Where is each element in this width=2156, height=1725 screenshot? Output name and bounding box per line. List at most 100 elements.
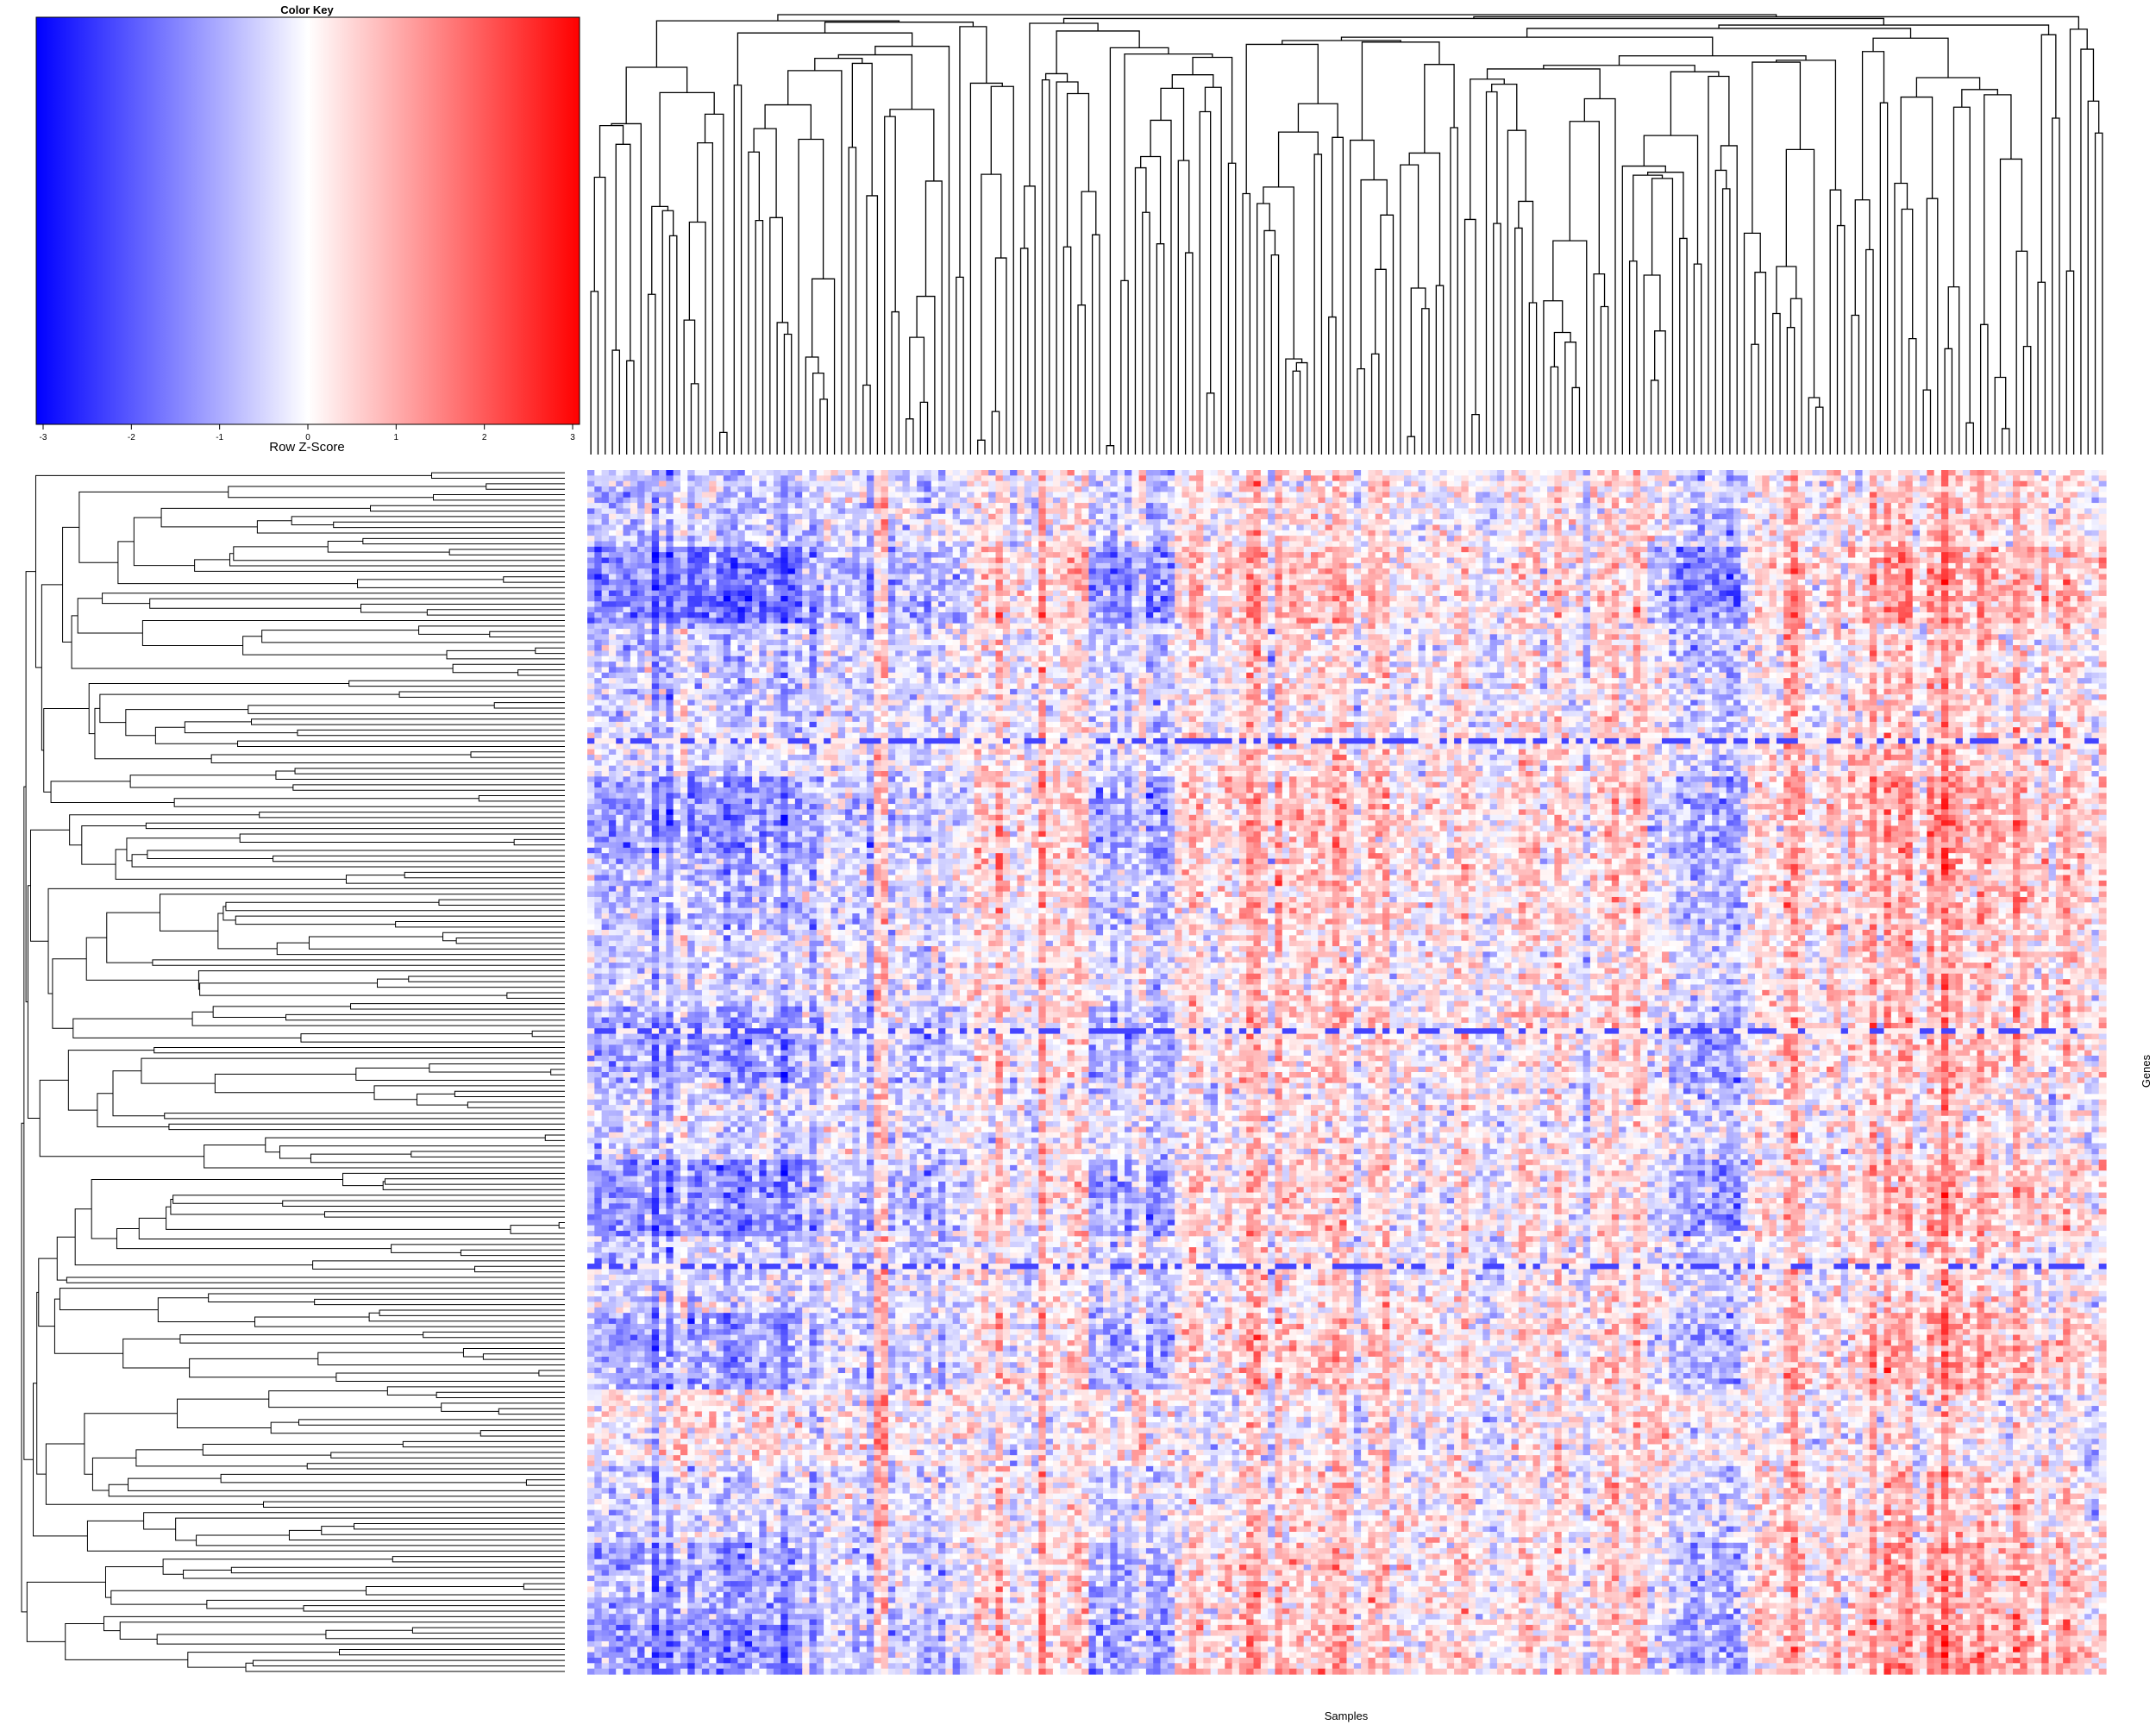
heatmap-cell [1962, 530, 1971, 536]
heatmap-cell [837, 497, 846, 504]
heatmap-cell [1855, 557, 1864, 564]
heatmap-cell [737, 541, 746, 548]
heatmap-cell [1010, 519, 1018, 526]
heatmap-cell [2013, 557, 2021, 564]
heatmap-cell [1489, 585, 1498, 592]
heatmap-cell [759, 562, 768, 569]
heatmap-cell [1052, 530, 1061, 536]
heatmap-cell [1747, 568, 1756, 575]
heatmap-cell [1762, 552, 1771, 559]
heatmap-cell [2063, 492, 2071, 499]
heatmap-cell [952, 541, 961, 548]
heatmap-cell [637, 574, 646, 580]
heatmap-cell [2098, 503, 2107, 510]
heatmap-cell [1196, 486, 1204, 492]
heatmap-cell [773, 524, 781, 531]
heatmap-cell [1439, 524, 1448, 531]
heatmap-cell [651, 524, 660, 531]
heatmap-cell [1339, 546, 1348, 553]
heatmap-cell [1690, 585, 1699, 592]
heatmap-cell [1439, 574, 1448, 580]
heatmap-cell [701, 585, 710, 592]
heatmap-cell [830, 486, 839, 492]
heatmap-cell [995, 557, 1004, 564]
heatmap-cell [1060, 568, 1069, 575]
heatmap-cell [1145, 585, 1154, 592]
heatmap-cell [1712, 503, 1720, 510]
heatmap-cell [1547, 508, 1555, 515]
heatmap-cell [766, 530, 774, 536]
heatmap-cell [1754, 486, 1763, 492]
heatmap-cell [1282, 492, 1290, 499]
heatmap-cell [1747, 546, 1756, 553]
heatmap-cell [887, 508, 896, 515]
heatmap-cell [809, 590, 818, 597]
heatmap-cell [1425, 557, 1433, 564]
heatmap-cell [830, 513, 839, 520]
heatmap-cell [824, 590, 832, 597]
heatmap-cell [1289, 470, 1297, 476]
heatmap-cell [616, 552, 624, 559]
heatmap-cell [1827, 541, 1834, 548]
heatmap-cell [1633, 541, 1641, 548]
heatmap-cell [1167, 536, 1175, 543]
heatmap-cell [659, 562, 667, 569]
heatmap-cell [594, 574, 603, 580]
heatmap-cell [1153, 513, 1162, 520]
heatmap-cell [673, 552, 681, 559]
heatmap-cell [1576, 568, 1584, 575]
heatmap-cell [1131, 552, 1140, 559]
heatmap-cell [1131, 562, 1140, 569]
heatmap-cell [1088, 470, 1097, 476]
heatmap-cell [2048, 574, 2057, 580]
heatmap-cell [1167, 562, 1175, 569]
heatmap-cell [895, 486, 904, 492]
heatmap-cell [2091, 557, 2100, 564]
heatmap-cell [1418, 546, 1426, 553]
heatmap-cell [1797, 486, 1806, 492]
heatmap-cell [1833, 536, 1842, 543]
heatmap-cell [866, 546, 874, 553]
heatmap-cell [1934, 585, 1942, 592]
heatmap-cell [780, 513, 789, 520]
heatmap-cell [1511, 530, 1520, 536]
heatmap-cell [1676, 513, 1684, 520]
heatmap-cell [1138, 492, 1147, 499]
heatmap-cell [1095, 536, 1104, 543]
heatmap-cell [1539, 585, 1548, 592]
heatmap-cell [1095, 519, 1104, 526]
heatmap-cell [1411, 492, 1420, 499]
heatmap-cell [1912, 513, 1921, 520]
heatmap-cell [1955, 475, 1964, 482]
heatmap-cell [1833, 475, 1842, 482]
heatmap-cell [1225, 492, 1233, 499]
heatmap-cell [694, 508, 703, 515]
heatmap-cell [1547, 546, 1555, 553]
heatmap-cell [1339, 480, 1348, 487]
heatmap-cell [1439, 519, 1448, 526]
heatmap-cell [1275, 524, 1283, 531]
heatmap-cell [1217, 574, 1225, 580]
heatmap-cell [1296, 519, 1305, 526]
heatmap-cell [1726, 497, 1734, 504]
heatmap-cell [809, 513, 818, 520]
heatmap-cell [1382, 513, 1390, 520]
heatmap-cell [1991, 486, 1999, 492]
heatmap-cell [1282, 590, 1290, 597]
heatmap-cell [1740, 503, 1749, 510]
heatmap-cell [1454, 585, 1463, 592]
heatmap-cell [1604, 557, 1613, 564]
heatmap-cell [845, 562, 853, 569]
heatmap-cell [1719, 579, 1727, 586]
heatmap-cell [1812, 568, 1821, 575]
heatmap-cell [837, 557, 846, 564]
heatmap-cell [1697, 475, 1706, 482]
heatmap-cell [1977, 579, 1985, 586]
heatmap-cell [759, 552, 768, 559]
heatmap-cell [902, 557, 911, 564]
heatmap-cell [608, 568, 617, 575]
heatmap-cell [794, 574, 803, 580]
heatmap-cell [845, 585, 853, 592]
heatmap-cell [666, 497, 674, 504]
heatmap-cell [1375, 574, 1383, 580]
